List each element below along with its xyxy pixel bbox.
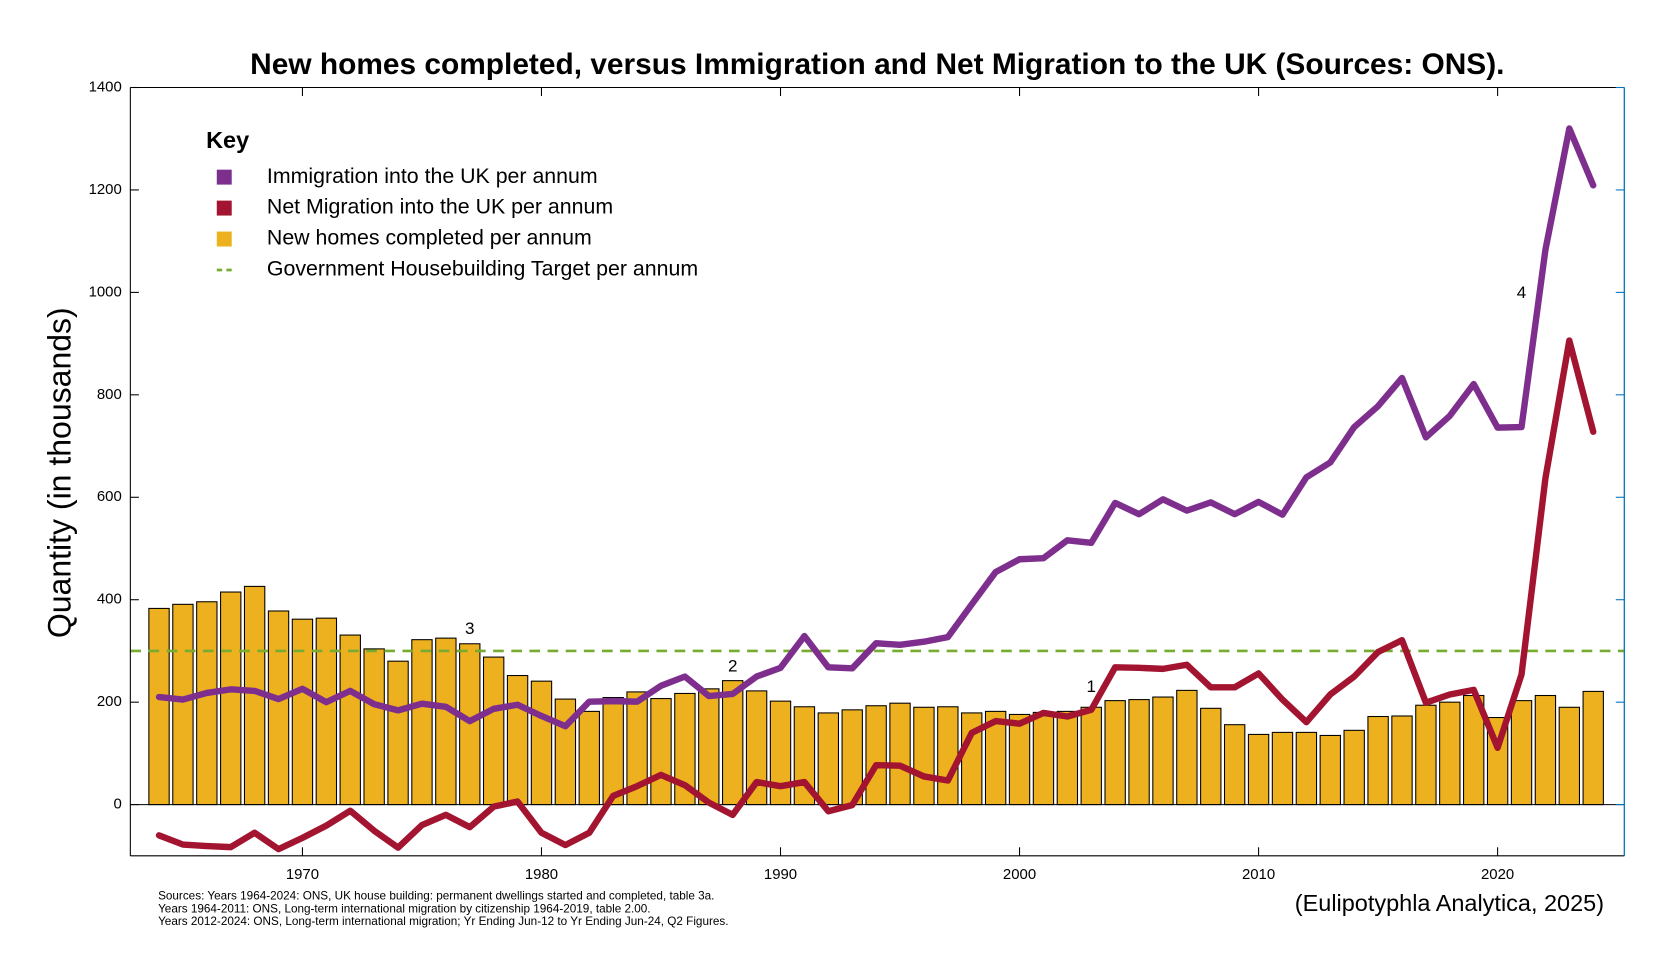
legend-marker: [216, 169, 232, 185]
bar: [291, 618, 314, 806]
legend-label: New homes completed per annum: [267, 226, 592, 250]
x-tick-label: 2020: [1481, 866, 1514, 883]
bar: [1391, 715, 1413, 806]
bar: [1415, 704, 1437, 806]
annotation: 4: [1517, 283, 1526, 302]
x-tick-label: 1970: [286, 866, 319, 883]
bar: [1032, 711, 1055, 806]
bar: [530, 680, 553, 806]
source-note: Sources: Years 1964-2024: ONS, UK house …: [158, 889, 714, 902]
bar: [1176, 689, 1198, 806]
legend-marker: [216, 200, 232, 216]
bar: [1343, 729, 1365, 806]
legend-marker: [216, 231, 232, 247]
x-tick-label: 1980: [525, 866, 558, 883]
x-tick-label: 2010: [1242, 866, 1275, 883]
bar: [1128, 699, 1150, 806]
bar: [1439, 701, 1461, 806]
bar: [1534, 694, 1557, 806]
bar: [1223, 724, 1246, 806]
bar: [602, 697, 624, 806]
bar: [411, 639, 433, 806]
y-tick-label: 200: [97, 693, 122, 710]
bar: [1582, 690, 1604, 806]
line-series: [155, 337, 1597, 853]
source-note: Years 1964-2011: ONS, Long-term internat…: [158, 902, 650, 915]
y-tick-label: 1000: [89, 283, 122, 300]
x-tick-label: 2000: [1003, 866, 1036, 883]
bar: [1080, 706, 1102, 806]
annotation: 3: [465, 619, 475, 638]
annotation: 2: [728, 656, 738, 675]
bar: [650, 698, 672, 806]
y-axis-label: Quantity (in thousands): [41, 307, 77, 638]
bar: [1271, 731, 1294, 806]
bar: [1319, 734, 1341, 806]
y-tick-label: 1400: [89, 78, 122, 95]
y-tick-label: 1200: [89, 181, 122, 198]
y-tick-label: 0: [113, 796, 121, 813]
legend-label: Government Housebuilding Target per annu…: [267, 257, 698, 281]
bar: [363, 648, 385, 806]
bar: [722, 680, 744, 806]
y-tick-label: 600: [97, 488, 122, 505]
bar: [889, 702, 911, 806]
bar: [506, 674, 529, 806]
bar: [339, 634, 361, 806]
bar: [482, 656, 505, 806]
y-tick-label: 400: [97, 591, 122, 608]
bar: [817, 712, 840, 806]
bar: [267, 610, 290, 806]
bar: [865, 705, 887, 806]
y-tick-label: 800: [97, 386, 122, 403]
bar: [937, 706, 959, 806]
bar: [387, 660, 409, 806]
bar: [148, 607, 170, 806]
source-note: Years 2012-2024: ONS, Long-term internat…: [158, 915, 728, 928]
bar: [578, 710, 600, 806]
chart-title: New homes completed, versus Immigration …: [250, 48, 1504, 81]
legend-title: Key: [206, 127, 249, 153]
bar: [913, 706, 935, 806]
bar: [698, 688, 720, 806]
bar: [196, 601, 218, 806]
bar: [172, 603, 194, 806]
bar: [1200, 707, 1222, 806]
legend-label: Net Migration into the UK per annum: [267, 195, 613, 219]
legend-label: Immigration into the UK per annum: [267, 164, 598, 188]
line-series: [155, 125, 1597, 730]
bar: [1104, 700, 1126, 806]
bar: [1558, 706, 1581, 806]
bar: [1295, 731, 1318, 806]
bar: [315, 617, 338, 806]
bar: [1056, 710, 1079, 806]
bar: [435, 637, 457, 806]
bar: [1367, 715, 1389, 806]
bar: [1247, 733, 1270, 806]
x-tick-label: 1990: [764, 866, 797, 883]
bar: [220, 591, 242, 806]
credit: (Eulipotyphla Analytica, 2025): [1295, 890, 1604, 916]
annotation: 1: [1087, 677, 1096, 696]
bar: [1152, 696, 1174, 806]
bar: [1510, 700, 1533, 806]
bar: [1008, 713, 1031, 806]
